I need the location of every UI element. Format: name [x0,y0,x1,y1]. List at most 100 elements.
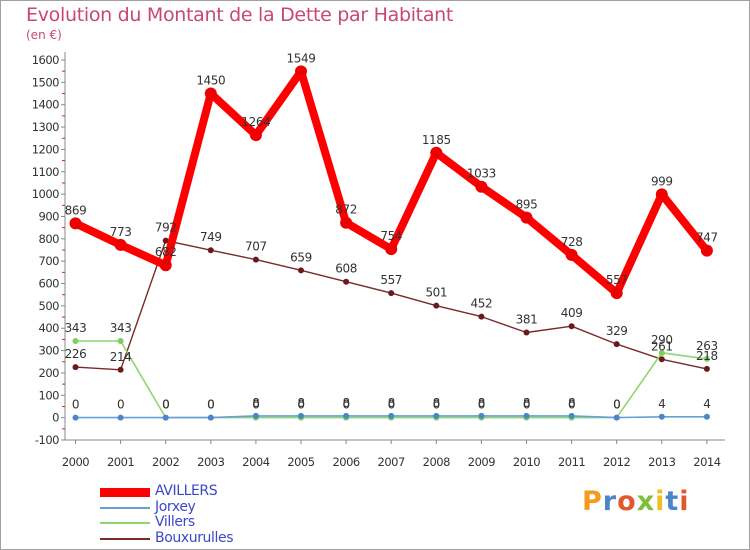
y-tick-label: 1200 [32,142,59,156]
point-bouxurulles [162,237,169,244]
data-label-jorxey: 8 [297,396,304,410]
data-label-avillers: 682 [155,245,177,259]
x-tick-label: 2003 [197,455,224,469]
legend-swatch [100,506,150,509]
data-label-villers: 0 [342,398,349,412]
x-tick-label: 2011 [558,455,585,469]
logo-letter: o [617,486,637,517]
legend-label: Villers [155,514,195,530]
data-label-bouxurulles: 608 [335,262,357,276]
point-bouxurulles [658,356,665,363]
x-tick-label: 2013 [648,455,675,469]
point-avillers [249,129,262,142]
x-tick-label: 2007 [378,455,405,469]
data-label-villers: 343 [110,321,132,335]
point-villers [703,355,710,362]
x-tick-label: 2014 [693,455,720,469]
data-label-jorxey: 8 [478,396,485,410]
data-label-bouxurulles: 749 [200,230,222,244]
data-label-avillers: 557 [606,273,628,287]
y-tick-label: 700 [39,254,60,268]
data-label-avillers: 895 [516,198,538,212]
point-avillers [610,287,623,300]
x-tick-label: 2002 [152,455,179,469]
point-bouxurulles [343,278,350,285]
point-avillers [430,146,443,159]
point-avillers [655,188,668,201]
series-line-avillers [71,67,711,298]
data-label-avillers: 728 [561,235,583,249]
data-label-jorxey: 8 [433,396,440,410]
logo-letter: i [679,486,690,517]
y-tick-label: 400 [39,321,60,335]
data-label-jorxey: 0 [207,398,214,412]
point-jorxey [162,414,169,421]
data-label-villers: 0 [388,398,395,412]
data-label-jorxey: 0 [162,398,169,412]
proxiti-logo: Proxiti [582,486,690,517]
logo-letter: r [602,486,618,517]
data-label-bouxurulles: 557 [380,273,402,287]
data-label-villers: 343 [65,321,87,335]
data-label-villers: 0 [568,398,575,412]
data-label-bouxurulles: 707 [245,240,267,254]
logo-letter: i [655,486,666,517]
data-label-avillers: 754 [380,229,402,243]
point-jorxey [613,414,620,421]
point-avillers [295,65,307,78]
point-jorxey [388,412,395,419]
point-jorxey [252,412,259,419]
data-label-avillers: 773 [110,225,132,239]
x-tick-label: 2012 [603,455,630,469]
data-label-villers: 0 [478,398,485,412]
y-tick-label: 300 [39,344,60,358]
data-label-avillers: 747 [696,231,718,245]
x-tick-label: 2001 [107,455,134,469]
data-label-bouxurulles: 792 [155,221,177,235]
point-villers [658,349,665,356]
data-label-jorxey: 8 [523,396,530,410]
x-tick-label: 2005 [287,455,314,469]
point-avillers [565,248,578,261]
point-avillers [475,180,488,193]
point-avillers [700,244,713,257]
y-tick-label: 500 [39,299,60,313]
point-bouxurulles [568,323,575,330]
data-label-jorxey: 0 [72,398,79,412]
data-label-avillers: 872 [335,203,357,217]
point-avillers [114,238,127,251]
logo-letter: x [636,486,656,517]
point-avillers [69,217,82,230]
y-tick-label: 1600 [32,53,59,67]
chart-unit-label: (en €) [26,28,62,42]
data-label-bouxurulles: 659 [290,250,312,264]
data-label-villers: 0 [162,398,169,412]
point-jorxey [703,413,710,420]
point-bouxurulles [72,364,79,371]
data-label-bouxurulles: 501 [425,286,447,300]
data-label-villers: 0 [523,398,530,412]
point-bouxurulles [478,313,485,320]
y-tick-label: 1400 [32,98,59,112]
point-bouxurulles [207,247,214,254]
data-label-villers: 0 [252,398,259,412]
legend-label: AVILLERS [155,483,218,499]
point-bouxurulles [117,366,124,373]
y-tick-label: 1100 [32,165,59,179]
logo-letter: P [582,486,603,517]
data-label-bouxurulles: 381 [516,312,538,326]
point-jorxey [207,414,214,421]
y-tick-label: 800 [39,232,60,246]
point-jorxey [523,412,530,419]
point-jorxey [568,412,575,419]
point-avillers [204,87,217,100]
data-label-bouxurulles: 409 [561,306,583,320]
point-bouxurulles [252,256,259,263]
data-label-jorxey: 8 [568,396,575,410]
y-tick-label: 900 [39,209,60,223]
legend-swatch [100,487,150,497]
y-tick-label: 1000 [32,187,59,201]
point-bouxurulles [703,365,710,372]
data-label-villers: 290 [651,333,673,347]
